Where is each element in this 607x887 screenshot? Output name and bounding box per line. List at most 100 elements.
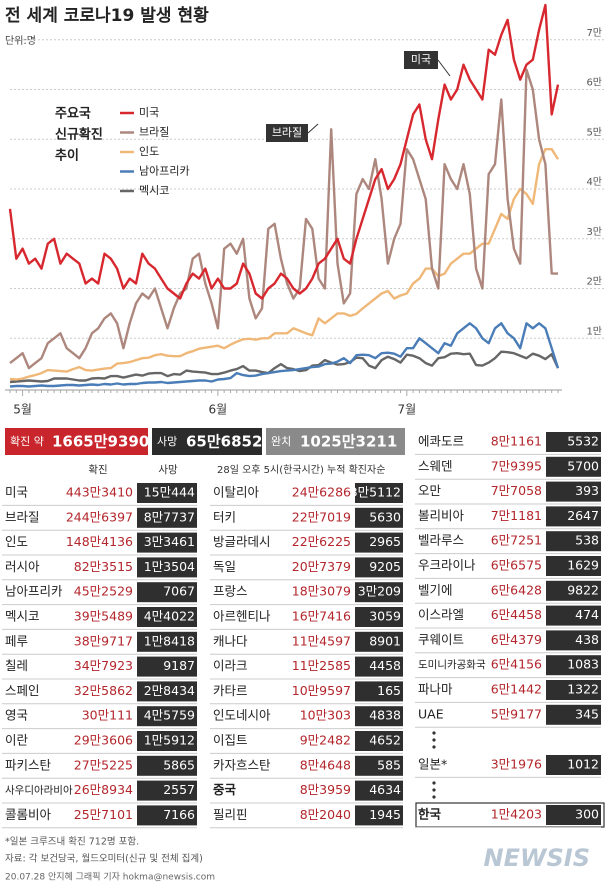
deaths: 3059 [369,609,401,624]
deaths-box [355,755,403,776]
deaths: 1만3504 [144,559,195,574]
table-caption: 28일 오후 5시(한국시간) 누적 확진자순 [217,464,385,476]
country: 터키 [213,509,236,524]
country: 멕시코 [5,609,40,624]
cases: 5만9177 [491,706,542,721]
country: 인도네시아 [213,708,271,723]
deaths: 1만5912 [144,733,195,748]
deaths: 393 [575,483,599,498]
country: 우크라이나 [418,558,476,573]
cases: 6만4458 [491,607,542,622]
credit: 20.07.28 안지혜 그래픽 기자 hokma@newsis.com [5,871,215,883]
deaths: 4634 [369,782,401,797]
series-line [8,3,560,300]
country: 파나마 [418,682,453,697]
cases: 20만7379 [292,559,351,574]
country: 오만 [418,483,442,498]
country: 인도 [5,534,28,549]
deaths: 8901 [369,633,401,648]
cases: 8만3959 [300,782,351,797]
deaths-box [355,483,403,503]
country: 벨기에 [418,582,453,597]
cases: 39만5489 [74,609,133,624]
annotation-box [404,51,438,69]
deaths-box [546,755,601,775]
country: 남아프리카 [5,584,63,599]
deaths: 2965 [369,534,401,549]
country: 에콰도르 [418,434,464,449]
deaths-box [137,755,197,776]
cases: 6만4379 [491,632,542,647]
country: 쿠웨이트 [418,632,464,647]
legend-label: 인도 [139,145,159,158]
table-header: 사망 [158,464,178,476]
deaths-box [546,580,601,601]
deaths: 4652 [369,733,401,748]
deaths-box [355,656,403,677]
x-tick-label: 6월 [209,403,228,417]
deaths: 2647 [567,508,599,523]
country: 미국 [5,485,28,500]
cases: 18만3079 [292,584,351,599]
deaths-box [355,507,403,528]
country: 아르헨티나 [213,609,271,624]
deaths: 3만5112 [350,485,401,500]
deaths-box [137,805,197,826]
country: 러시아 [5,559,40,574]
cases: 38만9717 [74,633,133,648]
deaths: 165 [377,683,401,698]
deaths: 2만8434 [144,683,195,698]
deaths-box [355,731,403,751]
cases: 7만7058 [491,483,542,498]
country: 벨라루스 [418,533,464,548]
country: 스페인 [5,683,40,698]
summary-box [152,428,262,455]
deaths: 1만8418 [144,633,195,648]
deaths-box [355,631,403,652]
deaths: 9187 [163,658,195,673]
deaths: 1629 [567,558,599,573]
series-line [9,322,560,388]
deaths: 474 [575,607,599,622]
summary-box [5,428,148,455]
cases: 22만7019 [292,509,351,524]
y-tick-label: 3만 [586,226,602,238]
x-tick-label: 5월 [13,403,32,417]
country: 방글라데시 [213,534,271,549]
cases: 1만4203 [491,807,542,822]
cases: 26만8934 [74,782,133,797]
annotation-pointer [307,123,319,134]
deaths: 3만3461 [144,534,195,549]
unit: 단위:명 [5,34,36,47]
legend-label: 미국 [139,106,159,119]
deaths-box [355,557,403,578]
country: 카타르 [213,683,248,698]
summary-value: 65만6852 [186,433,262,451]
y-tick-label: 1만 [586,325,602,337]
cases: 27만5225 [74,757,133,772]
deaths: 7166 [163,807,195,822]
country: 콜롬비아 [5,807,52,822]
country: 스웨덴 [418,458,453,473]
deaths: 300 [575,807,599,822]
deaths-box [546,531,601,552]
table-header: 확진 [88,463,107,476]
country: 파키스탄 [5,757,52,772]
deaths-box [137,780,197,801]
deaths-box [546,481,601,502]
legend-label: 브라질 [139,126,169,139]
y-tick-label: 6만 [586,77,602,89]
deaths: 1945 [369,807,401,822]
deaths-box [546,805,601,825]
deaths-box [546,432,601,452]
deaths: 345 [575,706,599,721]
y-tick-label: 4만 [586,176,602,188]
deaths: 7067 [163,584,195,599]
deaths: 1012 [567,757,599,772]
cases: 45만2529 [74,584,133,599]
deaths-box [355,681,403,702]
cases: 10만303 [300,708,351,723]
deaths-box [137,557,197,578]
country: 브라질 [5,509,40,524]
cases: 6만1442 [491,682,542,697]
